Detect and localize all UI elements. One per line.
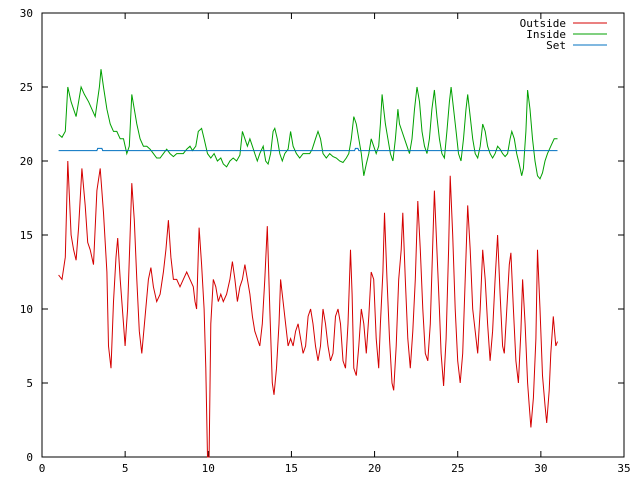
x-tick-label: 15 [285, 462, 298, 475]
y-tick-label: 25 [20, 81, 33, 94]
x-tick-label: 20 [368, 462, 381, 475]
y-tick-label: 10 [20, 303, 33, 316]
series-line-set [58, 147, 558, 152]
x-tick-label: 35 [617, 462, 630, 475]
y-tick-label: 5 [26, 377, 33, 390]
x-tick-label: 5 [122, 462, 129, 475]
series-lines [58, 69, 558, 458]
x-tick-label: 0 [39, 462, 46, 475]
legend-label-outside: Outside [520, 17, 566, 30]
y-tick-label: 0 [26, 451, 33, 464]
series-line-outside [58, 160, 558, 458]
series-line-inside [58, 69, 558, 180]
y-tick-label: 30 [20, 7, 33, 20]
y-tick-label: 20 [20, 155, 33, 168]
legend-label-inside: Inside [526, 28, 566, 41]
x-tick-label: 25 [451, 462, 464, 475]
x-tick-label: 10 [202, 462, 215, 475]
plot-frame [41, 12, 625, 458]
y-tick-label: 15 [20, 229, 33, 242]
legend-label-set: Set [546, 39, 566, 52]
axis-ticks: 0 5 10 15 20 25 30 35 0 5 10 15 20 25 30 [20, 7, 631, 475]
x-tick-label: 30 [534, 462, 547, 475]
